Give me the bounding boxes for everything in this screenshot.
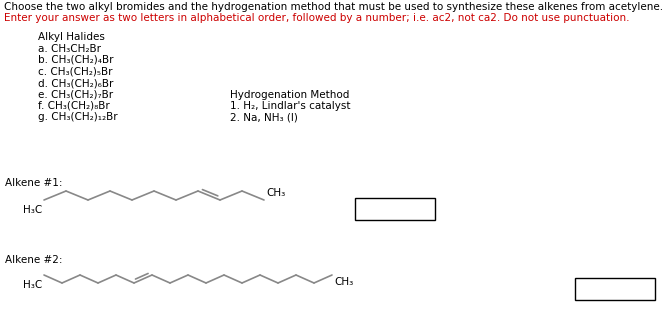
Text: d. CH₃(CH₂)₆Br: d. CH₃(CH₂)₆Br <box>38 78 113 88</box>
Text: g. CH₃(CH₂)₁₂Br: g. CH₃(CH₂)₁₂Br <box>38 113 118 122</box>
Text: c. CH₃(CH₂)₅Br: c. CH₃(CH₂)₅Br <box>38 66 112 77</box>
Text: H₃C: H₃C <box>23 205 42 215</box>
Bar <box>355 198 435 220</box>
Text: 1. H₂, Lindlar's catalyst: 1. H₂, Lindlar's catalyst <box>230 101 350 111</box>
Text: Alkyl Halides: Alkyl Halides <box>38 32 105 42</box>
Text: a. CH₃CH₂Br: a. CH₃CH₂Br <box>38 44 101 53</box>
Text: e. CH₃(CH₂)₇Br: e. CH₃(CH₂)₇Br <box>38 89 113 100</box>
Text: f. CH₃(CH₂)₈Br: f. CH₃(CH₂)₈Br <box>38 101 110 111</box>
Text: Alkene #2:: Alkene #2: <box>5 255 63 265</box>
Text: b. CH₃(CH₂)₄Br: b. CH₃(CH₂)₄Br <box>38 55 114 65</box>
Text: 2. Na, NH₃ (l): 2. Na, NH₃ (l) <box>230 113 298 122</box>
Text: Choose the two alkyl bromides and the hydrogenation method that must be used to : Choose the two alkyl bromides and the hy… <box>4 2 663 12</box>
Bar <box>575 278 655 300</box>
Text: Enter your answer as two letters in alphabetical order, followed by a number; i.: Enter your answer as two letters in alph… <box>4 13 630 23</box>
Text: Hydrogenation Method: Hydrogenation Method <box>230 89 349 100</box>
Text: H₃C: H₃C <box>23 280 42 290</box>
Text: Alkene #1:: Alkene #1: <box>5 178 63 188</box>
Text: CH₃: CH₃ <box>334 277 353 287</box>
Text: CH₃: CH₃ <box>266 188 285 198</box>
